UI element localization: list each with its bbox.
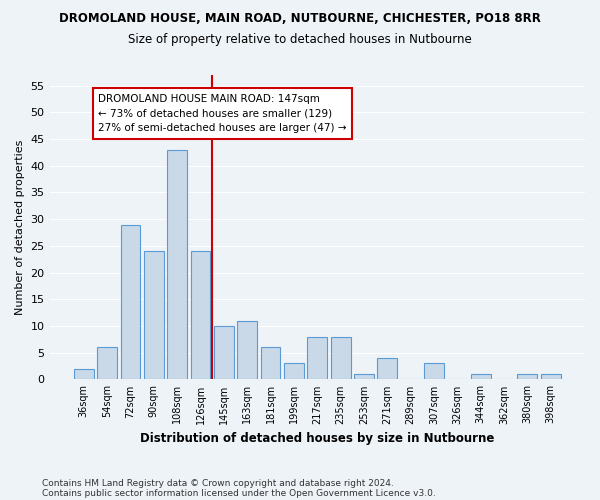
Bar — [238, 320, 257, 380]
Text: Size of property relative to detached houses in Nutbourne: Size of property relative to detached ho… — [128, 32, 472, 46]
Bar — [121, 224, 140, 380]
Text: Contains public sector information licensed under the Open Government Licence v3: Contains public sector information licen… — [42, 488, 436, 498]
Bar — [214, 326, 234, 380]
Bar — [260, 348, 280, 380]
Bar — [331, 336, 350, 380]
Bar — [74, 368, 94, 380]
Bar — [144, 251, 164, 380]
Text: DROMOLAND HOUSE MAIN ROAD: 147sqm
← 73% of detached houses are smaller (129)
27%: DROMOLAND HOUSE MAIN ROAD: 147sqm ← 73% … — [98, 94, 346, 134]
Bar — [517, 374, 538, 380]
Text: DROMOLAND HOUSE, MAIN ROAD, NUTBOURNE, CHICHESTER, PO18 8RR: DROMOLAND HOUSE, MAIN ROAD, NUTBOURNE, C… — [59, 12, 541, 26]
Bar — [424, 364, 444, 380]
Bar — [471, 374, 491, 380]
Bar — [354, 374, 374, 380]
Bar — [377, 358, 397, 380]
Bar — [541, 374, 560, 380]
Bar — [97, 348, 117, 380]
Bar — [167, 150, 187, 380]
Bar — [191, 251, 211, 380]
Bar — [284, 364, 304, 380]
Bar — [307, 336, 327, 380]
Text: Contains HM Land Registry data © Crown copyright and database right 2024.: Contains HM Land Registry data © Crown c… — [42, 478, 394, 488]
Y-axis label: Number of detached properties: Number of detached properties — [15, 140, 25, 315]
X-axis label: Distribution of detached houses by size in Nutbourne: Distribution of detached houses by size … — [140, 432, 494, 445]
